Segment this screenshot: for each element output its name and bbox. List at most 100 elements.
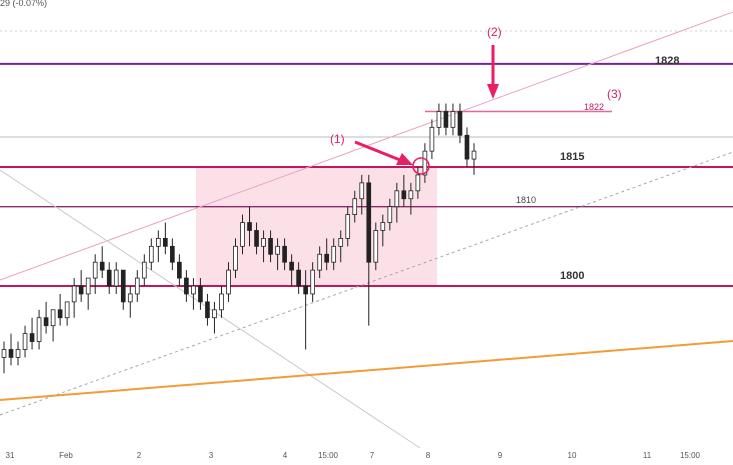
candle-body: [29, 333, 35, 342]
candle: [247, 206, 252, 247]
candle: [92, 254, 98, 294]
candle-body: [366, 182, 372, 263]
candle-body: [163, 237, 168, 247]
candle-body: [219, 293, 224, 311]
x-tick-label: 11: [643, 451, 652, 460]
candle-body: [99, 261, 105, 271]
candle-body: [303, 285, 308, 295]
candle-body: [36, 317, 42, 342]
candle-body: [380, 222, 386, 231]
candle: [331, 238, 337, 271]
candle: [219, 286, 224, 318]
candle-body: [296, 269, 301, 287]
candle-body: [141, 261, 147, 279]
x-tick-label: 10: [568, 451, 577, 460]
candle-body: [359, 182, 365, 200]
candle: [254, 222, 259, 255]
x-tick-label: 3: [209, 451, 214, 460]
candle-body: [394, 190, 400, 208]
candle-body: [429, 126, 435, 152]
candle: [170, 238, 175, 271]
candle: [338, 230, 344, 263]
candle: [113, 262, 119, 294]
level-label-1815: 1815: [560, 151, 584, 163]
candle: [43, 301, 49, 334]
x-tick-label: 15:00: [680, 451, 701, 460]
candle: [422, 143, 428, 183]
candle: [415, 167, 421, 199]
candle-body: [268, 237, 273, 255]
overlay-layer: [354, 45, 499, 175]
candle: [464, 127, 470, 167]
candle-body: [415, 174, 421, 192]
candle-body: [205, 301, 210, 319]
candle-body: [134, 277, 140, 295]
x-tick-label: 8: [426, 451, 431, 460]
candle-body: [198, 285, 203, 303]
consolidation-zone: [196, 167, 437, 286]
candle: [212, 301, 217, 334]
candle-body: [338, 237, 344, 247]
candle-body: [247, 222, 252, 231]
candle: [261, 230, 266, 263]
candle-body: [15, 349, 21, 358]
candle: [15, 341, 21, 366]
candle-body: [155, 237, 161, 247]
candle: [233, 238, 238, 279]
candle: [50, 309, 56, 342]
candle-body: [331, 245, 337, 263]
candle-body: [148, 245, 154, 263]
candle: [275, 238, 280, 271]
price-change-header: 29 (-0.07%): [0, 0, 48, 8]
candle-body: [191, 285, 196, 295]
candle: [345, 206, 351, 247]
candle: [401, 174, 407, 207]
candle: [352, 190, 358, 223]
candle-body: [57, 309, 63, 319]
descending-trendline: [0, 169, 421, 449]
candle-body: [22, 333, 28, 350]
candle: [155, 230, 161, 263]
candle-body: [352, 198, 358, 216]
x-tick-label: 9: [498, 451, 503, 460]
candle-body: [106, 269, 112, 287]
candle-body: [289, 261, 294, 271]
candle: [408, 182, 414, 215]
level-label-1800: 1800: [560, 270, 584, 282]
candle: [85, 277, 91, 310]
candle: [134, 270, 140, 302]
arrow-2-head: [487, 84, 499, 99]
candle-body: [240, 222, 245, 247]
candle-body: [422, 150, 428, 176]
candle-body: [50, 309, 56, 327]
candle-body: [387, 206, 393, 223]
candle: [394, 182, 400, 223]
candle: [366, 174, 372, 326]
candle: [78, 270, 84, 302]
candle: [226, 262, 231, 302]
candle-body: [64, 301, 70, 319]
breakout-circle-marker: [412, 157, 430, 175]
x-tick-label: 4: [283, 451, 288, 460]
rising-trendline: [0, 340, 733, 401]
candle: [205, 293, 210, 326]
candle-body: [436, 111, 442, 128]
candle-body: [120, 269, 126, 303]
candle: [457, 103, 463, 144]
x-tick-label: 2: [137, 451, 142, 460]
candle-body: [457, 111, 463, 136]
candle: [436, 103, 442, 136]
candle-body: [443, 111, 449, 128]
candle: [296, 262, 301, 294]
candle-body: [71, 285, 77, 303]
candle: [359, 174, 365, 215]
candle-body: [226, 269, 231, 295]
x-tick-label: 31: [6, 451, 15, 460]
candle: [177, 254, 182, 286]
candle: [99, 246, 105, 279]
candle: [198, 278, 203, 310]
labels-layer: 1828 1815 1810 1800 1822 (1) (2) (3) 31 Feb 2 3 4 15:…: [6, 25, 701, 460]
x-tick-label: Feb: [59, 451, 73, 460]
candle-body: [1, 349, 7, 358]
